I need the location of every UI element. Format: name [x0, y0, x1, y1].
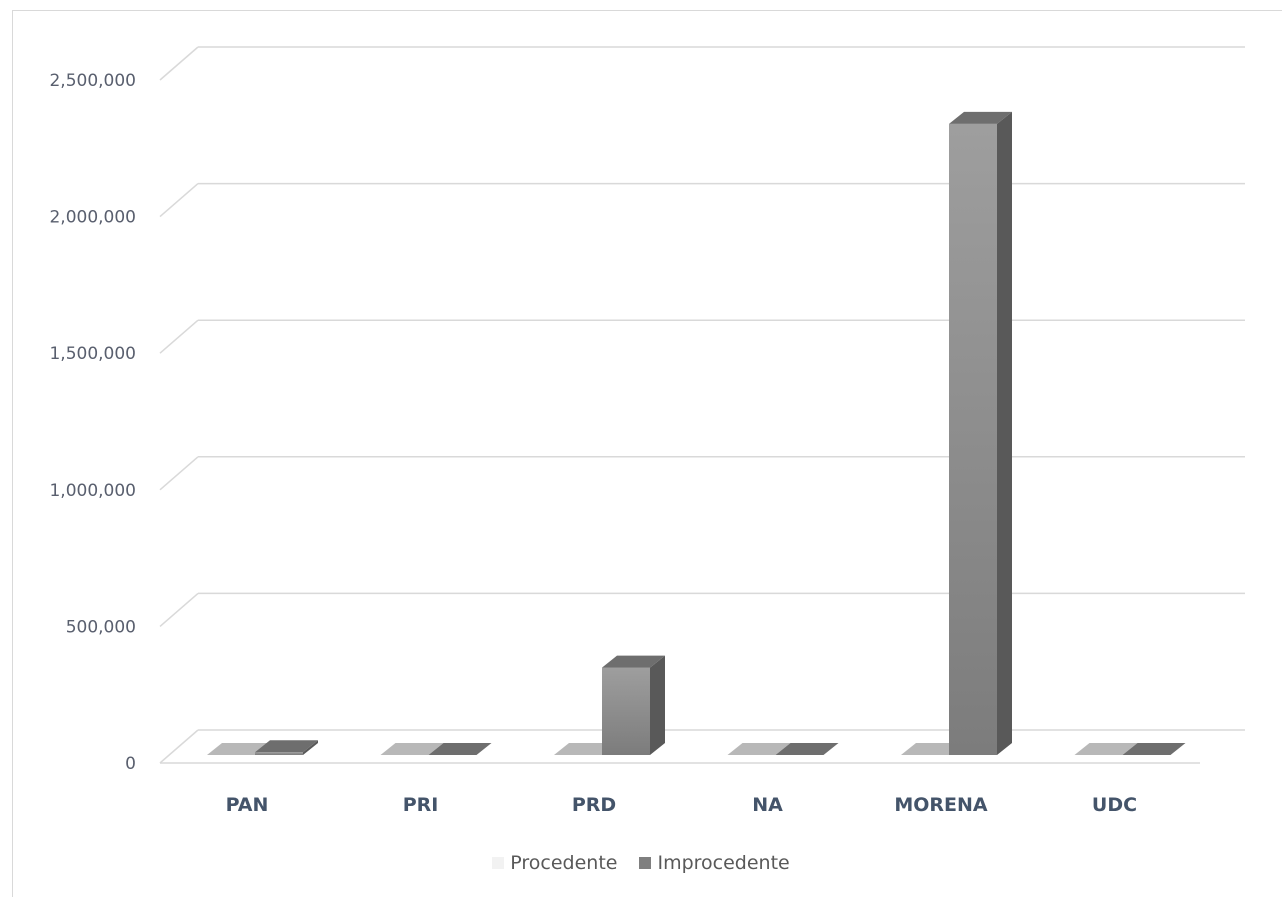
legend-item-procedente[interactable]: Procedente: [492, 852, 617, 874]
gridline-diagonal: [159, 46, 199, 81]
x-tick-label: PRI: [403, 794, 439, 816]
bar-procedente: [727, 743, 791, 755]
y-tick-label: 500,000: [66, 617, 136, 637]
y-tick-label: 2,000,000: [49, 208, 136, 228]
bar-improcedente: [255, 752, 303, 755]
x-tick-label: MORENA: [894, 794, 988, 816]
bar-procedente: [1074, 743, 1138, 755]
y-tick-label: 0: [125, 754, 136, 774]
bar-procedente: [207, 743, 270, 755]
bar-improcedente-top: [775, 743, 839, 755]
x-tick-label: NA: [752, 794, 783, 816]
gridline-diagonal: [159, 183, 199, 218]
bars: [207, 111, 1186, 755]
gridline-diagonal: [159, 592, 199, 627]
bar-chart-3d: 0 500,000 1,000,000 1,500,000 2,000,000 2,500…: [49, 46, 1245, 816]
gridlines: [159, 46, 1245, 764]
bar-improcedente-side: [997, 111, 1012, 755]
bar-improcedente-top: [1122, 743, 1186, 755]
legend-label-procedente: Procedente: [510, 852, 618, 874]
legend-swatch-improcedente: [639, 857, 652, 869]
chart-frame: [12, 10, 1282, 897]
x-axis-ticks: PAN PRI PRD NA MORENA UDC: [226, 794, 1137, 816]
legend: Procedente Improcedente: [0, 852, 1282, 874]
legend-label-improcedente: Improcedente: [657, 852, 790, 874]
bar-improcedente: [949, 123, 997, 755]
bar-improcedente-side: [303, 740, 318, 755]
y-tick-label: 2,500,000: [49, 71, 136, 91]
bar-procedente: [901, 743, 964, 755]
x-tick-label: PRD: [572, 794, 616, 816]
bar-improcedente-side: [650, 655, 665, 755]
bar-improcedente: [602, 667, 650, 755]
gridline-diagonal: [159, 319, 199, 354]
bar-improcedente-top: [255, 740, 318, 753]
x-tick-label: UDC: [1092, 794, 1137, 816]
bar-procedente: [380, 743, 444, 755]
gridline-diagonal: [159, 456, 199, 491]
y-tick-label: 1,500,000: [49, 344, 136, 364]
y-axis-ticks: 0 500,000 1,000,000 1,500,000 2,000,000 2,500…: [49, 71, 136, 774]
legend-swatch-procedente: [492, 857, 505, 869]
legend-item-improcedente[interactable]: Improcedente: [639, 852, 790, 874]
y-tick-label: 1,000,000: [49, 481, 136, 501]
gridline-diagonal: [159, 729, 199, 764]
bar-procedente: [554, 743, 617, 755]
x-tick-label: PAN: [226, 794, 269, 816]
bar-improcedente-top: [602, 655, 665, 668]
bar-improcedente-top: [428, 743, 492, 755]
bar-improcedente-top: [949, 111, 1012, 124]
